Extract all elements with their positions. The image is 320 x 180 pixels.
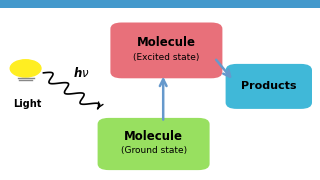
FancyBboxPatch shape — [226, 64, 312, 109]
Circle shape — [10, 60, 41, 77]
FancyBboxPatch shape — [110, 22, 222, 78]
Text: h$\nu$: h$\nu$ — [73, 66, 90, 80]
Text: (Excited state): (Excited state) — [133, 53, 200, 62]
Text: Molecule: Molecule — [137, 36, 196, 49]
Bar — [0, 0, 320, 8]
Text: Molecule: Molecule — [124, 130, 183, 143]
Text: Light: Light — [13, 99, 41, 109]
Text: Products: Products — [241, 81, 297, 91]
FancyBboxPatch shape — [98, 118, 210, 170]
Text: (Ground state): (Ground state) — [121, 146, 187, 155]
